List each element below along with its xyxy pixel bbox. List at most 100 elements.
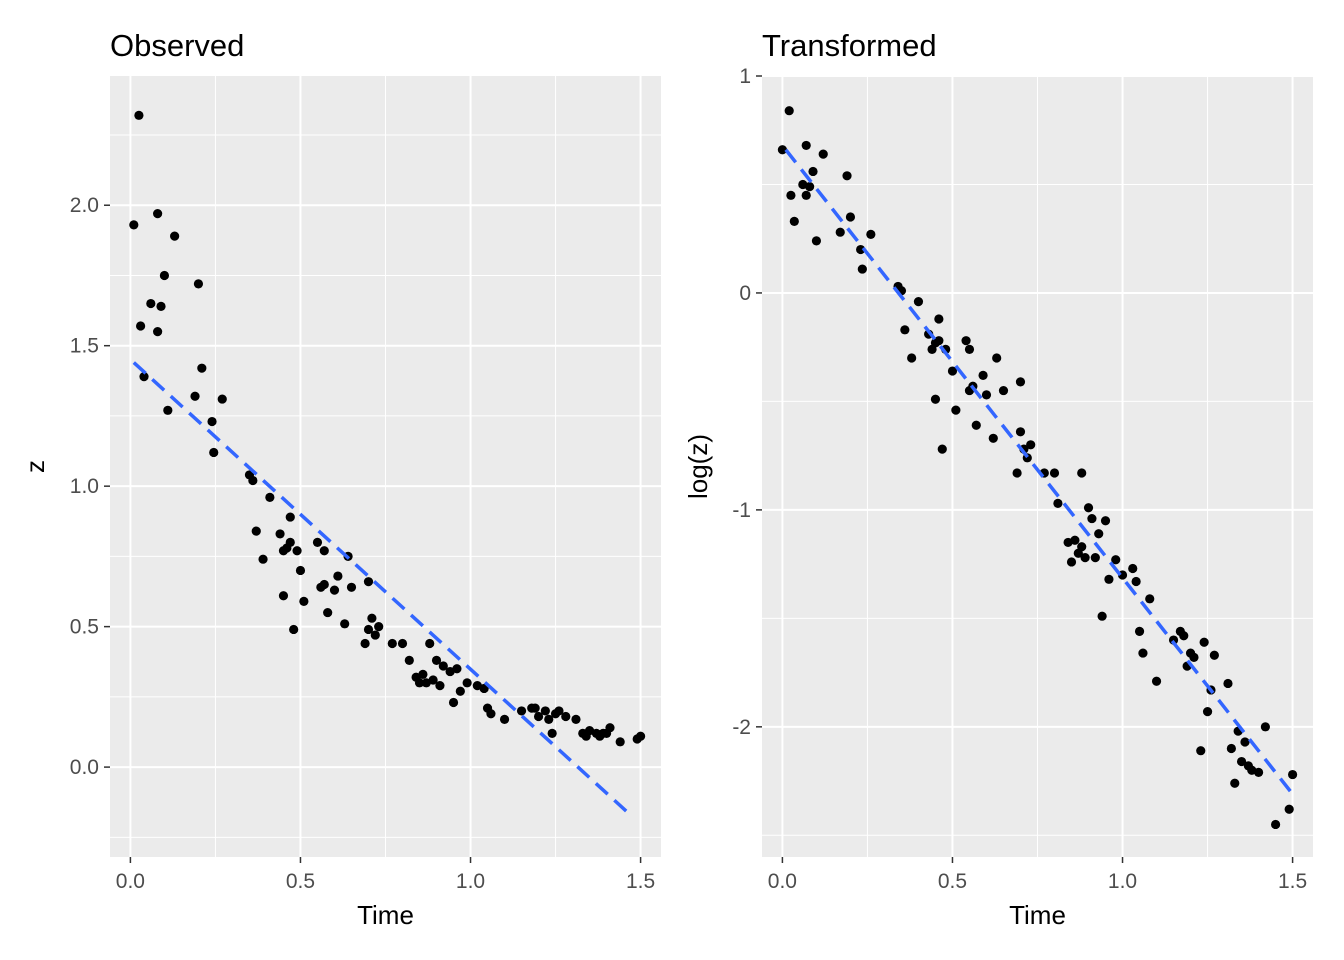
x-tick-label: 0.5	[938, 870, 967, 893]
data-point	[265, 492, 275, 503]
data-point	[251, 526, 261, 536]
data-point	[605, 723, 615, 733]
data-point	[295, 565, 306, 576]
data-point	[1202, 707, 1213, 717]
data-point	[988, 433, 998, 443]
data-point	[285, 537, 295, 547]
x-tick-label: 1.5	[626, 870, 655, 893]
data-point	[248, 475, 258, 486]
data-point	[930, 394, 941, 404]
data-point	[299, 596, 309, 606]
data-point	[374, 622, 384, 632]
data-point	[136, 321, 146, 331]
data-point	[540, 706, 550, 716]
data-point	[340, 619, 350, 629]
data-point	[1077, 542, 1087, 552]
data-point	[193, 279, 204, 289]
data-point	[153, 327, 163, 337]
data-point	[544, 714, 554, 724]
data-point	[363, 577, 374, 587]
data-point	[370, 630, 380, 640]
data-point	[1134, 626, 1145, 636]
data-point	[1097, 611, 1107, 621]
data-point	[1189, 652, 1199, 663]
y-tick-label: 0	[739, 282, 751, 305]
data-point	[139, 372, 149, 382]
data-point	[842, 171, 852, 181]
data-point	[571, 714, 581, 724]
y-axis-title: z	[20, 460, 50, 473]
data-point	[777, 145, 788, 155]
data-point	[479, 683, 489, 694]
panel-title: Observed	[110, 28, 244, 63]
data-point	[845, 212, 856, 222]
data-point	[397, 638, 408, 649]
data-point	[285, 512, 295, 522]
data-point	[323, 607, 333, 618]
data-point	[1090, 553, 1100, 563]
data-point	[1223, 678, 1233, 689]
data-point	[533, 711, 544, 722]
data-point	[278, 591, 289, 601]
data-point	[1284, 804, 1294, 814]
data-point	[856, 244, 866, 255]
data-point	[1196, 746, 1206, 756]
data-point	[1230, 778, 1240, 788]
data-point	[561, 711, 571, 722]
data-point	[438, 661, 448, 671]
data-point	[1151, 676, 1162, 686]
data-point	[615, 737, 625, 747]
data-point	[805, 182, 815, 192]
data-point	[1077, 468, 1087, 478]
data-point	[1015, 377, 1026, 387]
data-point	[333, 571, 343, 581]
data-point	[462, 678, 472, 688]
data-point	[1104, 574, 1114, 584]
y-tick-label: 1.5	[70, 335, 99, 358]
data-point	[404, 655, 414, 665]
data-point	[197, 363, 207, 373]
data-point	[1026, 440, 1036, 450]
data-point	[971, 420, 981, 430]
y-tick-label: 2.0	[70, 194, 99, 217]
panel-1: 0.0 0.5 1.0 1.5 -2 -1 0 1 Transformed Time log(z)	[683, 28, 1313, 930]
data-point	[1270, 819, 1281, 830]
data-point	[367, 613, 377, 623]
data-point	[1128, 563, 1138, 574]
y-axis-title: log(z)	[683, 434, 713, 499]
data-point	[159, 270, 170, 281]
data-point	[431, 655, 442, 665]
x-tick-label: 1.5	[1278, 870, 1307, 893]
y-tick-label: 0.0	[70, 756, 99, 779]
data-point	[153, 209, 163, 219]
x-axis-title: Time	[357, 900, 414, 930]
data-point	[1131, 576, 1141, 587]
data-point	[978, 370, 988, 380]
data-point	[998, 385, 1009, 396]
data-point	[934, 336, 944, 346]
data-point	[428, 675, 438, 685]
data-point	[786, 190, 796, 200]
data-point	[951, 405, 961, 415]
data-point	[913, 297, 924, 307]
data-point	[258, 554, 268, 564]
y-tick-label: -1	[732, 499, 751, 522]
panel-0: 0.0 0.5 1.0 1.5 0.0 0.5 1.0 1.5 2.0 Observed Time z	[20, 28, 661, 930]
data-point	[1226, 743, 1236, 754]
data-point	[811, 236, 822, 246]
data-point	[1240, 737, 1250, 747]
data-point	[1087, 513, 1097, 524]
data-point	[217, 394, 227, 404]
data-point	[1138, 648, 1148, 658]
data-point	[452, 664, 462, 674]
data-point	[319, 546, 329, 556]
fit-line	[784, 148, 1294, 796]
data-point	[1236, 756, 1247, 767]
data-point	[209, 447, 219, 458]
data-point	[835, 227, 845, 237]
x-tick-label: 1.0	[1108, 870, 1137, 893]
data-point	[435, 681, 445, 691]
data-point	[319, 579, 329, 590]
data-point	[961, 336, 971, 346]
